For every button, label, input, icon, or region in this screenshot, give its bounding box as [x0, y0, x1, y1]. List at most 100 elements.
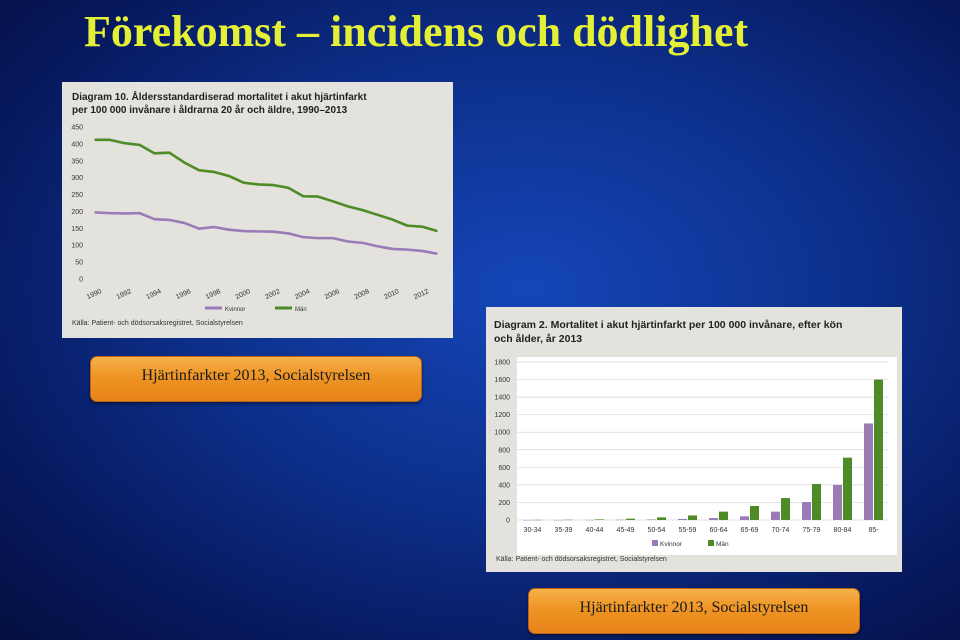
bar-man [719, 511, 728, 520]
y-tick-label: 1600 [494, 377, 510, 384]
data-point [346, 240, 349, 243]
data-point [94, 211, 96, 214]
x-tick-label: 45-49 [617, 527, 635, 534]
data-point [109, 139, 111, 141]
line-chart: Diagram 10. Åldersstandardiserad mortali… [71, 90, 438, 327]
data-point [287, 187, 290, 189]
y-tick-label: 400 [71, 141, 83, 148]
x-tick-label: 1994 [145, 288, 162, 301]
data-point [436, 230, 438, 232]
data-point [168, 151, 171, 154]
x-tick-label: 70-74 [772, 527, 790, 534]
bar-chart-panel: Diagram 2. Mortalitet i akut hjärtinfark… [486, 307, 902, 572]
x-tick-label: 1998 [205, 288, 222, 301]
bar-chart-title-line-1: Diagram 2. Mortalitet i akut hjärtinfark… [494, 319, 842, 331]
line-chart-panel: Diagram 10. Åldersstandardiserad mortali… [62, 82, 453, 338]
x-tick-label: 75-79 [803, 527, 821, 534]
bar-chart-legend: Kvinnor Män [652, 540, 729, 548]
bar-man [595, 519, 604, 520]
x-tick-label: 65-69 [741, 527, 759, 534]
bar-man [626, 518, 635, 520]
bar-kvinnor [864, 423, 873, 520]
legend-swatch-man [708, 540, 714, 546]
y-tick-label: 0 [506, 518, 510, 525]
bar-man [843, 457, 852, 520]
x-tick-label: 40-44 [586, 527, 604, 534]
x-tick-label: 55-59 [679, 527, 697, 534]
y-tick-label: 200 [498, 500, 510, 507]
data-point [183, 222, 186, 224]
y-tick-label: 250 [71, 192, 83, 199]
data-point [361, 209, 364, 211]
y-tick-label: 300 [71, 175, 83, 182]
bar-kvinnor [833, 484, 842, 520]
x-tick-label: 2000 [235, 288, 252, 301]
line-chart-title-line-2: per 100 000 invånare i åldrarna 20 år oc… [72, 104, 348, 116]
y-tick-label: 1000 [494, 430, 510, 437]
bar-chart-title-line-2: och ålder, år 2013 [494, 333, 582, 345]
bar-kvinnor [740, 516, 749, 520]
data-point [376, 245, 379, 248]
x-tick-label: 2010 [383, 288, 400, 301]
y-tick-label: 200 [71, 209, 83, 216]
data-point [123, 142, 126, 145]
y-tick-label: 1400 [494, 395, 510, 402]
data-point [421, 250, 423, 252]
series-line-man [95, 138, 438, 233]
data-point [123, 212, 126, 215]
y-tick-label: 350 [71, 158, 83, 165]
bar-kvinnor [678, 518, 687, 520]
x-tick-label: 2012 [413, 288, 430, 301]
data-point [406, 248, 409, 251]
y-tick-label: 100 [71, 243, 83, 250]
data-point [168, 219, 171, 221]
data-point [376, 214, 379, 216]
data-point [391, 248, 394, 250]
data-point [332, 200, 334, 203]
x-tick-label: 2008 [353, 288, 370, 301]
legend-label-kvinnor: Kvinnor [225, 307, 245, 313]
bar-chart: Diagram 2. Mortalitet i akut hjärtinfark… [494, 319, 897, 563]
data-point [332, 237, 334, 239]
data-point [198, 227, 200, 230]
data-point [361, 242, 364, 244]
bar-chart-source: Källa: Patient- och dödsorsaksregistret,… [496, 556, 667, 563]
data-point [213, 226, 215, 228]
data-point [346, 205, 349, 208]
x-tick-label: 2004 [294, 288, 311, 301]
data-point [228, 228, 230, 231]
data-point [257, 230, 260, 233]
x-tick-label: 30-34 [524, 527, 542, 534]
bar-kvinnor [647, 519, 656, 520]
x-tick-label: 2006 [324, 288, 341, 301]
legend-label-man: Män [716, 541, 729, 548]
data-point [317, 237, 319, 239]
bar-kvinnor [709, 518, 718, 520]
data-point [138, 212, 141, 214]
y-tick-label: 150 [71, 226, 83, 233]
y-tick-label: 0 [79, 277, 83, 284]
line-chart-source: Källa: Patient- och dödsorsaksregistret,… [72, 320, 243, 327]
legend-label-man: Män [295, 307, 307, 313]
data-point [183, 161, 186, 164]
data-point [153, 218, 156, 221]
data-point [242, 230, 245, 232]
y-tick-label: 450 [71, 125, 83, 132]
y-tick-label: 1800 [494, 360, 510, 367]
bar-man [874, 379, 883, 520]
data-point [406, 224, 409, 227]
y-tick-label: 1200 [494, 412, 510, 419]
x-tick-label: 35-39 [555, 527, 573, 534]
data-point [317, 195, 319, 198]
y-tick-label: 800 [498, 447, 510, 454]
legend-swatch-kvinnor [652, 540, 658, 546]
x-tick-label: 2002 [264, 288, 281, 301]
x-tick-label: 1990 [86, 288, 103, 301]
x-tick-label: 80-84 [834, 527, 852, 534]
data-point [391, 218, 394, 221]
data-point [421, 225, 423, 228]
y-tick-label: 50 [75, 260, 83, 267]
data-point [242, 181, 245, 184]
bar-kvinnor [771, 511, 780, 520]
bar-man [750, 505, 759, 520]
